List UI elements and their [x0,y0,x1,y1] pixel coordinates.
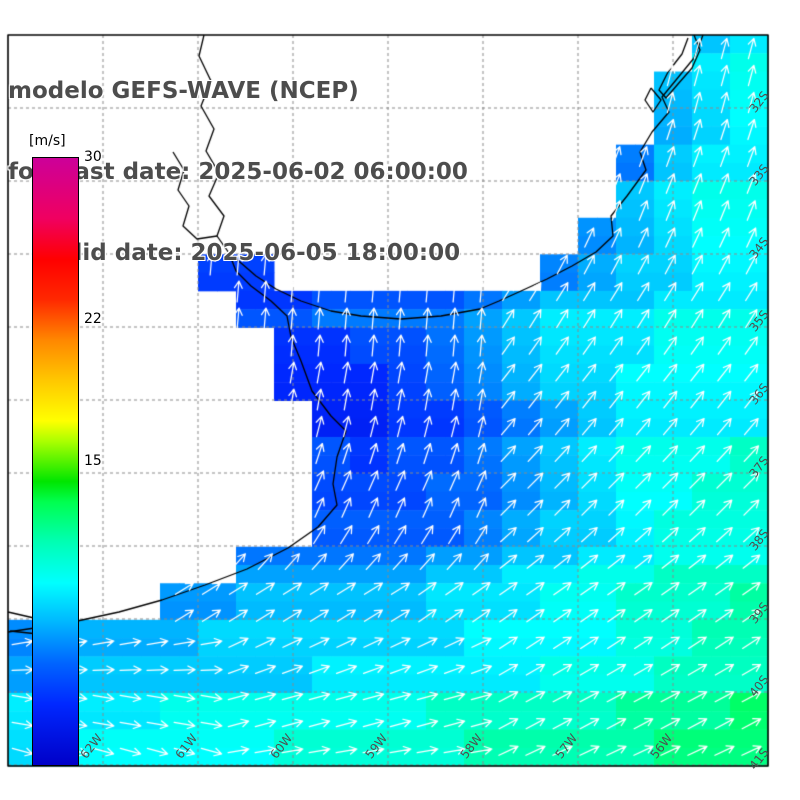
colorbar-gradient [32,157,79,766]
colorbar-unit-label: [m/s] [29,133,66,149]
colorbar-tick-label: 22 [84,310,102,327]
colorbar-tick-label: 15 [84,452,102,469]
model-title: modelo GEFS-WAVE (NCEP) [8,78,359,104]
colorbar-tick-label: 30 [84,149,102,165]
